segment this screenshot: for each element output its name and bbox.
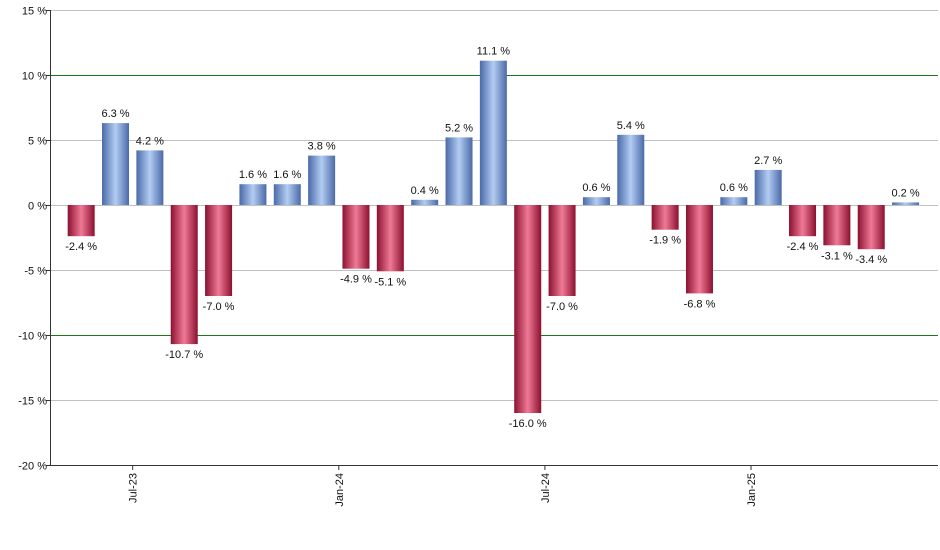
bar-value-label: -3.4 %	[855, 254, 887, 266]
bar	[617, 134, 645, 205]
bar-value-label: -7.0 %	[203, 301, 235, 313]
value-labels: -2.4 % 6.3 % 4.2 % -10.7 % -7.0 % 1.6 % 1.6 % 3…	[65, 46, 920, 430]
bar-value-label: 5.2 %	[445, 122, 473, 134]
bar-value-label: 1.6 %	[273, 169, 301, 181]
y-tick-label: 15 %	[22, 6, 47, 18]
bar	[548, 205, 576, 296]
bar	[308, 155, 336, 205]
bar	[445, 137, 473, 205]
bar	[136, 150, 164, 205]
bar-value-label: 3.8 %	[308, 141, 336, 153]
bar-value-label: -10.7 %	[165, 349, 203, 361]
bar	[651, 205, 679, 230]
bar	[479, 60, 507, 206]
bar-value-label: -6.8 %	[684, 298, 716, 310]
bar	[273, 184, 301, 205]
bar	[720, 197, 748, 205]
bar	[823, 205, 851, 246]
bar	[342, 205, 370, 269]
bar-value-label: 0.6 %	[582, 182, 610, 194]
bar-value-label: 6.3 %	[101, 108, 129, 120]
bar	[170, 205, 198, 345]
bar-value-label: -7.0 %	[546, 301, 578, 313]
bar	[411, 199, 439, 205]
bar-value-label: 0.2 %	[892, 187, 920, 199]
y-tick-label: -10 %	[18, 331, 47, 343]
bar-value-label: -5.1 %	[374, 276, 406, 288]
bar	[857, 205, 885, 250]
axes: 15 % 10 % 5 % 0 % -5 % -10 % -15 % -20 % Jul-23 J…	[18, 6, 938, 507]
y-tick-label: -20 %	[18, 461, 47, 473]
x-tick-label: Jul-23	[128, 473, 140, 503]
bar	[789, 205, 817, 237]
bar-value-label: -1.9 %	[649, 235, 681, 247]
bar	[685, 205, 713, 294]
x-tick-label: Jan-25	[746, 473, 758, 507]
y-tick-label: -5 %	[24, 266, 47, 278]
bar	[582, 197, 610, 205]
bar-value-label: 11.1 %	[477, 46, 511, 58]
x-tick-label: Jul-24	[540, 473, 552, 503]
bar	[205, 205, 233, 296]
bar-value-label: 2.7 %	[754, 155, 782, 167]
bar-value-label: 4.2 %	[136, 135, 164, 147]
bar-value-label: 1.6 %	[239, 169, 267, 181]
y-tick-label: 5 %	[28, 136, 47, 148]
bar-value-label: 0.4 %	[411, 185, 439, 197]
bar-value-label: -2.4 %	[65, 241, 97, 253]
bar-value-label: 0.6 %	[720, 182, 748, 194]
bar	[102, 123, 130, 205]
y-tick-label: 0 %	[28, 201, 47, 213]
bar	[67, 205, 95, 237]
bar	[376, 205, 404, 272]
x-tick-label: Jan-24	[334, 473, 346, 507]
bar-value-label: -16.0 %	[509, 418, 547, 430]
bars	[67, 60, 920, 413]
bar-value-label: -4.9 %	[340, 274, 372, 286]
bar	[754, 169, 782, 205]
y-tick-label: 10 %	[22, 71, 47, 83]
bar	[514, 205, 542, 413]
bar	[892, 202, 920, 205]
bar-value-label: -3.1 %	[821, 250, 853, 262]
bar-value-label: 5.4 %	[617, 120, 645, 132]
bar	[239, 184, 267, 205]
bar-value-label: -2.4 %	[787, 241, 819, 253]
y-tick-label: -15 %	[18, 396, 47, 408]
